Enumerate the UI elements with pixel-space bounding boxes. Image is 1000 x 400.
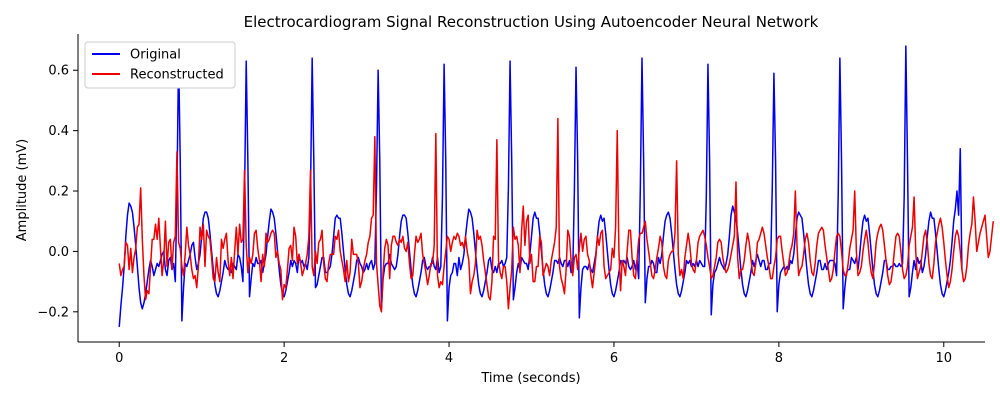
legend-label-original: Original (130, 48, 181, 63)
x-axis-label: Time (seconds) (480, 371, 580, 386)
y-tick-label: −0.2 (37, 305, 69, 320)
legend: Original Reconstructed (84, 41, 236, 89)
x-tick-label: 4 (445, 351, 453, 366)
y-axis-label: Amplitude (mV) (15, 139, 30, 241)
x-tick-label: 6 (610, 351, 618, 366)
y-tick-label: 0.0 (48, 245, 69, 260)
y-tick-label: 0.2 (48, 185, 69, 200)
x-tick-label: 10 (935, 351, 952, 366)
series-line-reconstructed (118, 117, 994, 313)
legend-label-reconstructed: Reconstructed (130, 68, 224, 83)
x-tick-label: 2 (280, 351, 288, 366)
legend-box (84, 41, 236, 89)
plot-area (118, 45, 994, 327)
y-tick-label: 0.6 (48, 64, 69, 79)
x-tick-label: 0 (115, 351, 123, 366)
chart-title: Electrocardiogram Signal Reconstruction … (244, 13, 819, 31)
x-tick-label: 8 (775, 351, 783, 366)
x-axis-ticks: 0 2 4 6 8 10 (115, 342, 952, 366)
y-tick-label: 0.4 (48, 124, 69, 139)
y-axis-ticks: −0.2 0.0 0.2 0.4 0.6 (37, 64, 78, 320)
